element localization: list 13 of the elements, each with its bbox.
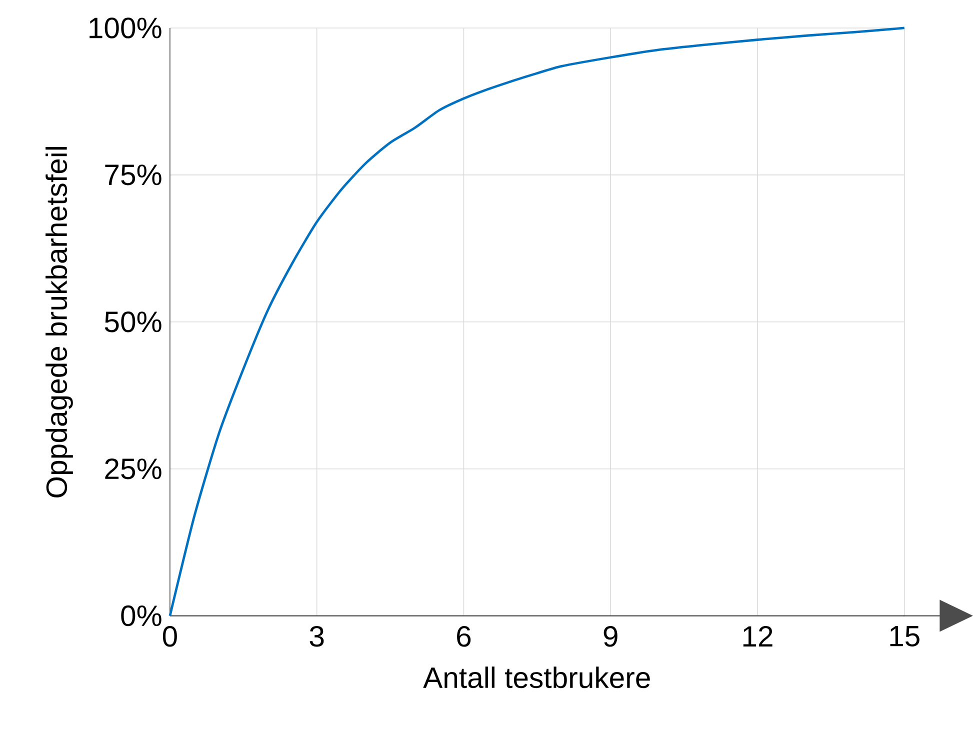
x-tick-label: 12: [743, 626, 772, 647]
x-tick-label: 15: [890, 626, 920, 647]
x-tick-label: 3: [310, 626, 324, 647]
y-tick-label: 25%: [105, 458, 162, 480]
x-axis-title: Antall testbrukere: [423, 666, 650, 688]
y-axis-title: Oppdagede brukbarhetsfeil: [46, 147, 73, 498]
x-tick-label: 9: [604, 626, 618, 647]
x-tick-label: 0: [162, 626, 177, 647]
y-tick-label: 0%: [121, 606, 162, 626]
y-tick-label: 100%: [90, 18, 162, 38]
y-tick-label: 75%: [105, 164, 162, 186]
x-tick-label: 6: [457, 626, 471, 647]
y-tick-label: 50%: [104, 312, 162, 332]
